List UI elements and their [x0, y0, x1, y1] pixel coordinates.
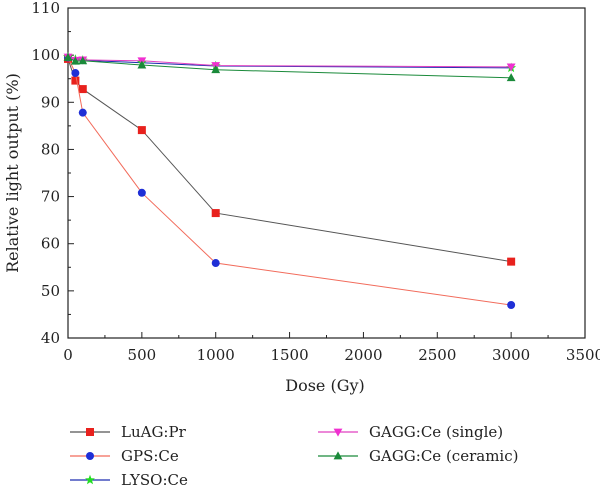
x-tick-label: 3500: [566, 346, 600, 364]
legend-item-4: GAGG:Ce (single): [318, 423, 503, 441]
x-tick-label: 500: [128, 346, 157, 364]
legend-label: LYSO:Ce: [121, 471, 188, 488]
legend: LuAG:Pr GPS:Ce LYSO:Ce GAGG:Ce (single) GAGG…: [70, 423, 518, 488]
data-point: [71, 69, 80, 78]
legend-marker: [333, 451, 343, 460]
data-point: [78, 108, 87, 117]
series-line: [67, 58, 512, 263]
data-point: [506, 63, 516, 72]
legend-item-5: GAGG:Ce (ceramic): [318, 447, 518, 465]
data-point: [137, 188, 146, 197]
legend-item-2: GPS:Ce: [70, 447, 179, 465]
data-point: [137, 60, 147, 69]
series-2: [64, 53, 516, 309]
x-tick-label: 0: [63, 346, 73, 364]
x-axis-title: Dose (Gy): [285, 376, 365, 395]
data-point: [71, 76, 80, 85]
x-tick-label: 1000: [197, 346, 235, 364]
y-tick-label: 80: [41, 140, 60, 158]
series-5: [63, 52, 516, 82]
x-tick-label: 2000: [344, 346, 382, 364]
series-1: [64, 54, 516, 266]
legend-marker: [85, 474, 95, 485]
legend-label: GAGG:Ce (ceramic): [369, 447, 518, 465]
data-point: [211, 259, 220, 268]
y-tick-label: 90: [41, 93, 60, 111]
x-tick-label: 2500: [418, 346, 456, 364]
legend-marker: [86, 452, 94, 460]
x-tick-label: 1500: [270, 346, 308, 364]
data-point: [211, 65, 221, 74]
data-point: [507, 257, 516, 266]
y-tick-label: 110: [31, 0, 60, 17]
plot-area: 0 500 1000 1500 2000 2500 3000 3500 40 50 60 70 80 90…: [31, 0, 600, 364]
y-tick-label: 40: [41, 329, 60, 347]
data-point: [211, 209, 220, 218]
legend-label: GAGG:Ce (single): [369, 423, 503, 441]
data-point: [78, 56, 88, 65]
y-tick-label: 60: [41, 235, 60, 253]
legend-label: LuAG:Pr: [121, 423, 187, 441]
series-3: [63, 51, 517, 73]
data-point: [506, 73, 516, 82]
y-tick-label: 50: [41, 282, 60, 300]
legend-marker: [333, 428, 343, 437]
series-line: [67, 57, 512, 306]
y-tick-label: 70: [41, 188, 60, 206]
data-point: [78, 85, 87, 94]
legend-label: GPS:Ce: [121, 447, 179, 465]
y-tick-label: 100: [31, 46, 60, 64]
legend-marker: [86, 428, 94, 436]
data-point: [63, 52, 73, 61]
data-point: [507, 301, 516, 309]
data-point: [70, 56, 80, 65]
data-point: [137, 126, 146, 135]
y-axis-title: Relative light output (%): [3, 73, 22, 273]
legend-item-3: LYSO:Ce: [70, 471, 188, 488]
x-tick-label: 3000: [492, 346, 530, 364]
legend-item-1: LuAG:Pr: [70, 423, 187, 441]
